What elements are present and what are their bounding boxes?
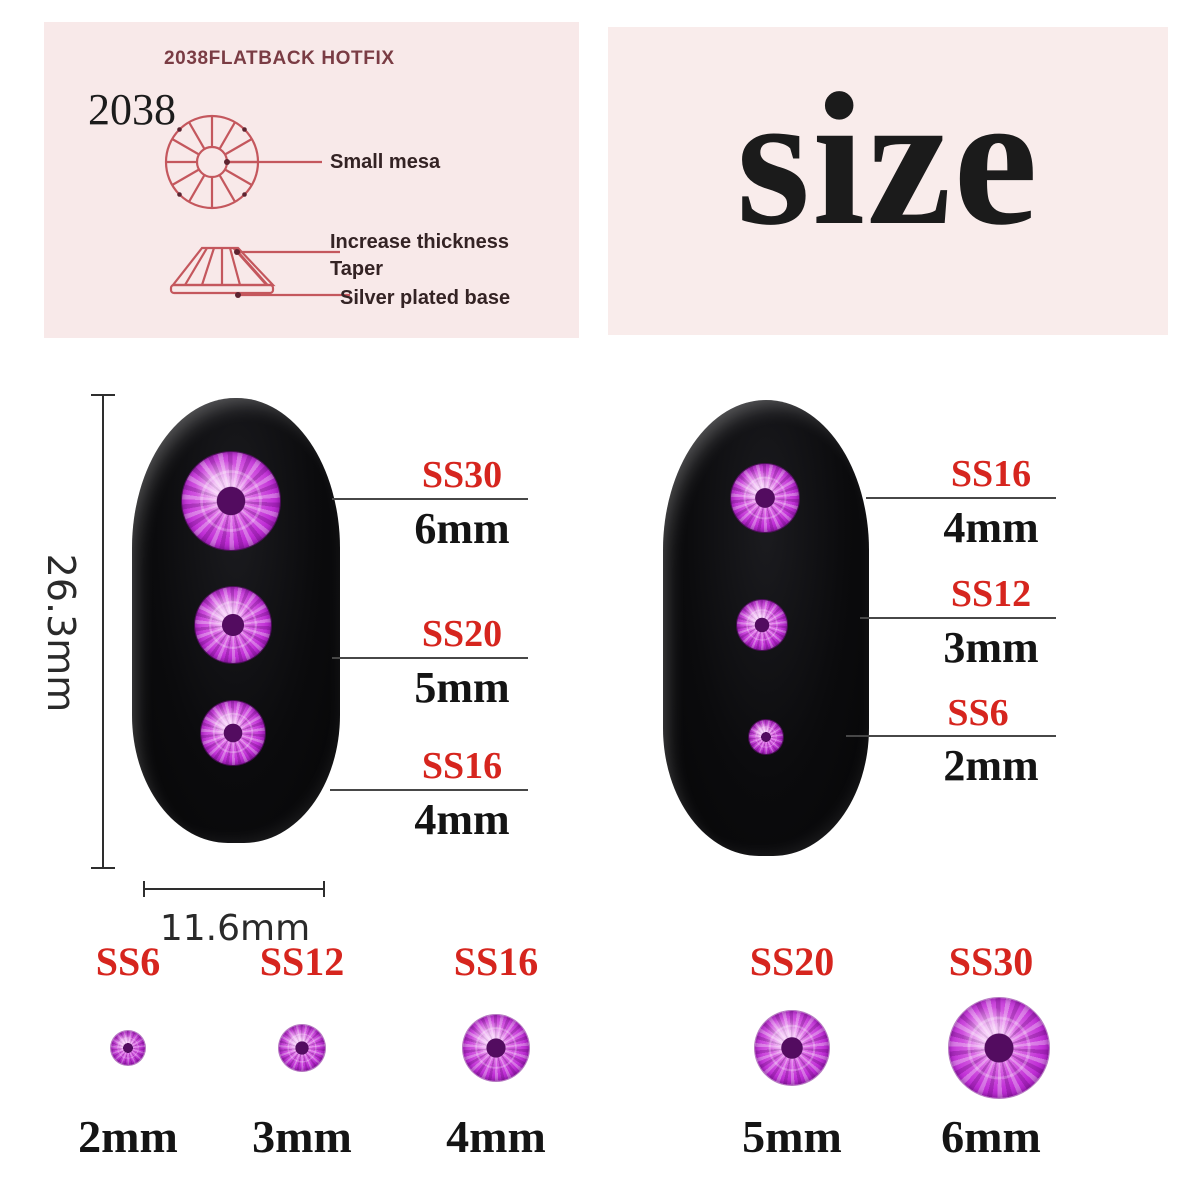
- callout-line-ss16-left: [330, 789, 528, 791]
- nail-width-dimension-line: [143, 888, 325, 890]
- ss16-right-size-value: 4mm: [943, 503, 1039, 552]
- ss30-size-value: 6mm: [414, 504, 510, 553]
- size-title: size: [736, 55, 1040, 265]
- ss12-size-value: 3mm: [943, 623, 1039, 672]
- dimension-tick: [323, 881, 325, 897]
- nail-length-value: 26.3mm: [39, 553, 83, 713]
- silver-plated-base-label: Silver plated base: [340, 287, 511, 309]
- size-row-item-ss20: SS20 5mm: [722, 938, 862, 1173]
- ss30-label: SS30: [421, 454, 503, 496]
- callout-line-ss6: [846, 735, 1056, 737]
- flatback-technical-drawing: [164, 114, 350, 298]
- rhinestone-ss20-on-nail: [195, 587, 271, 663]
- ss16-row-size-value: 4mm: [446, 1111, 546, 1162]
- model-number: 2038: [88, 85, 176, 134]
- ss16-right-label: SS16: [950, 453, 1032, 495]
- dimension-tick: [91, 394, 115, 396]
- rhinestone-ss12-on-nail: [737, 600, 787, 650]
- ss6-size-value: 2mm: [943, 741, 1039, 790]
- rhinestone-ss6-on-nail: [749, 720, 783, 754]
- callout-line-ss30: [332, 498, 528, 500]
- size-row-item-ss12: SS12 3mm: [232, 938, 372, 1173]
- nail-width-value: 11.6mm: [159, 908, 311, 949]
- ss12-row-label: SS12: [259, 939, 345, 984]
- rhinestone-ss16-on-nail: [201, 701, 265, 765]
- callout-line-ss20: [332, 657, 528, 659]
- ss12-label: SS12: [950, 573, 1032, 615]
- ss20-row-label: SS20: [749, 939, 835, 984]
- ss16-left-label: SS16: [421, 745, 503, 787]
- taper-label: Taper: [330, 258, 383, 280]
- rhinestone-ss6-sample: [111, 1031, 145, 1065]
- size-panel: size: [608, 27, 1168, 335]
- ss12-row-size-value: 3mm: [252, 1111, 352, 1162]
- size-row-item-ss30: SS30 6mm: [921, 938, 1061, 1173]
- ss6-label: SS6: [947, 692, 1009, 734]
- increase-thickness-label: Increase thickness: [330, 231, 509, 253]
- dimension-tick: [143, 881, 145, 897]
- ss20-row-size-value: 5mm: [742, 1111, 842, 1162]
- ss16-row-label: SS16: [453, 939, 539, 984]
- ss6-row-size-value: 2mm: [78, 1111, 178, 1162]
- ss30-row-size-value: 6mm: [941, 1111, 1041, 1162]
- small-mesa-label: Small mesa: [330, 151, 441, 173]
- callout-line-ss12: [860, 617, 1056, 619]
- flatback-diagram-panel: 2038FLATBACK HOTFIX 2038: [44, 22, 579, 338]
- ss30-row-label: SS30: [948, 939, 1034, 984]
- rhinestone-ss30-on-nail: [182, 452, 280, 550]
- diagram-title: 2038FLATBACK HOTFIX: [164, 48, 395, 69]
- callout-line-ss16-right: [866, 497, 1056, 499]
- ss20-size-value: 5mm: [414, 663, 510, 712]
- size-row-item-ss16: SS16 4mm: [426, 938, 566, 1173]
- rhinestone-ss16-sample: [463, 1015, 529, 1081]
- ss16-left-size-value: 4mm: [414, 795, 510, 844]
- nail-length-dimension-line: [102, 395, 104, 869]
- ss6-row-label: SS6: [95, 939, 161, 984]
- rhinestone-ss30-sample: [949, 998, 1049, 1098]
- dimension-tick: [91, 867, 115, 869]
- ss20-label: SS20: [421, 613, 503, 655]
- rhinestone-ss20-sample: [755, 1011, 829, 1085]
- size-row-item-ss6: SS6 2mm: [58, 938, 198, 1173]
- rhinestone-ss12-sample: [279, 1025, 325, 1071]
- rhinestone-ss16-on-nail-right: [731, 464, 799, 532]
